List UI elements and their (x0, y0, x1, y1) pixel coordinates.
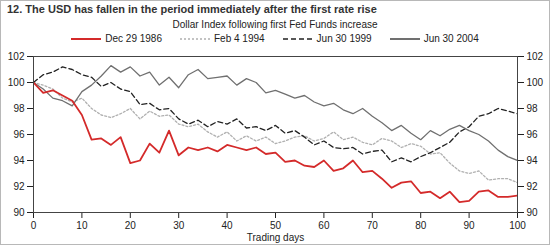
html-text:Dollar Index following first F: Dollar Index following first Fed Funds i… (172, 19, 378, 30)
svg-text:92: 92 (527, 181, 539, 192)
svg-text:50: 50 (270, 220, 282, 231)
svg-text:98: 98 (527, 103, 539, 114)
svg-text:90: 90 (13, 207, 25, 218)
svg-text:70: 70 (367, 220, 379, 231)
html-text:Dec 29 1986: Dec 29 1986 (105, 33, 162, 44)
html-text:Jun 30 2004: Jun 30 2004 (423, 33, 479, 44)
html-text:Jun 30 1999: Jun 30 1999 (316, 33, 372, 44)
svg-text:98: 98 (13, 103, 25, 114)
svg-text:90: 90 (527, 207, 539, 218)
svg-text:0: 0 (31, 220, 37, 231)
html-text:12. The USD has fallen in the: 12. The USD has fallen in the period imm… (7, 3, 377, 15)
svg-text:100: 100 (509, 220, 526, 231)
svg-text:Trading days: Trading days (247, 232, 304, 243)
svg-text:40: 40 (222, 220, 234, 231)
svg-text:100: 100 (8, 77, 25, 88)
svg-text:90: 90 (464, 220, 476, 231)
svg-text:10: 10 (76, 220, 88, 231)
svg-text:96: 96 (527, 129, 539, 140)
svg-text:94: 94 (13, 155, 25, 166)
svg-text:60: 60 (318, 220, 330, 231)
svg-text:102: 102 (527, 51, 544, 62)
svg-text:100: 100 (527, 77, 544, 88)
svg-text:92: 92 (13, 181, 25, 192)
svg-text:80: 80 (415, 220, 427, 231)
svg-text:30: 30 (173, 220, 185, 231)
svg-text:94: 94 (527, 155, 539, 166)
svg-text:102: 102 (8, 51, 25, 62)
svg-text:96: 96 (13, 129, 25, 140)
html-text:Feb 4 1994: Feb 4 1994 (214, 33, 265, 44)
svg-text:20: 20 (125, 220, 137, 231)
